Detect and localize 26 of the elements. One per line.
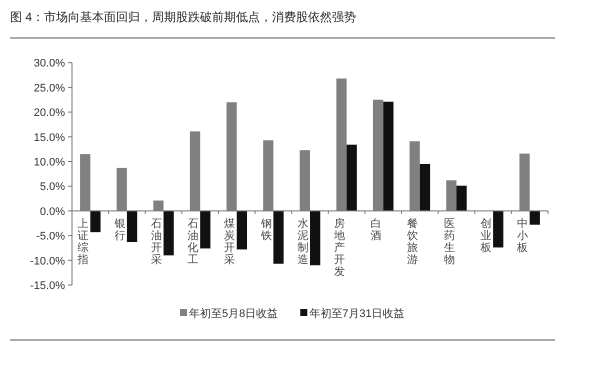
y-tick-label: 30.0%	[34, 58, 66, 70]
y-tick-label: -5.0%	[36, 230, 66, 243]
bar	[164, 210, 174, 256]
y-tick-label: 25.0%	[34, 82, 66, 94]
y-tick-label: 10.0%	[34, 156, 66, 168]
bar	[456, 186, 467, 211]
y-tick-label: -10.0%	[30, 255, 66, 268]
y-tick-label: 5.0%	[40, 181, 66, 194]
bar	[126, 210, 138, 242]
bar	[90, 210, 101, 232]
bar	[493, 210, 504, 248]
legend-label: 年初至5月8日收益	[189, 307, 278, 320]
bar	[346, 144, 357, 211]
bar	[200, 210, 210, 248]
bar	[530, 210, 540, 225]
y-tick-label: -15.0%	[30, 280, 66, 292]
y-tick-label: 0.0%	[40, 206, 66, 218]
bar	[236, 210, 248, 250]
bar	[310, 210, 320, 266]
title: 图 4：市场向基本面回归，周期股跌破前期低点，消费股依然强势	[10, 10, 356, 24]
legend-label: 年初至7月31日收益	[309, 307, 405, 320]
y-tick-label: 15.0%	[34, 132, 66, 144]
y-tick-label: 20.0%	[34, 107, 66, 120]
bar	[273, 210, 284, 264]
bar	[420, 164, 430, 211]
bar	[383, 102, 394, 211]
